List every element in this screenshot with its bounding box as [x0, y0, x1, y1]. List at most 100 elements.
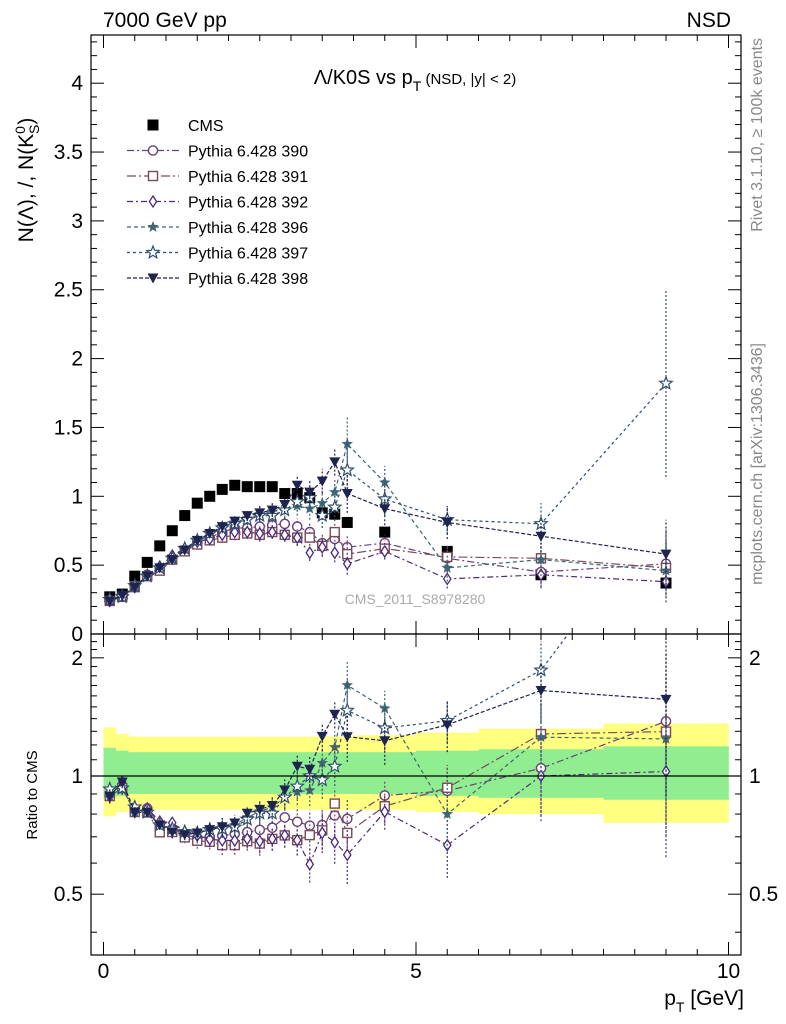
- uncertainty-band-green: [191, 752, 204, 794]
- data-point-p396: [535, 553, 547, 565]
- uncertainty-band-green: [178, 752, 192, 794]
- data-point-p398: [660, 549, 672, 560]
- main-y-tick-label: 2.5: [54, 279, 83, 302]
- data-point-p398: [141, 571, 153, 582]
- data-point-p398: [316, 476, 328, 487]
- uncertainty-band-green: [203, 752, 217, 794]
- data-point-p398: [166, 555, 178, 566]
- data-point-p398: [379, 504, 391, 515]
- data-point-cms: [341, 516, 353, 528]
- data-point-p392: [380, 544, 390, 559]
- main-y-tick-label: 0.5: [54, 554, 83, 577]
- ratio-point-p397: [660, 498, 672, 510]
- ratio-point-p398: [241, 808, 253, 819]
- ratio-point-p398: [204, 825, 216, 836]
- data-point-p398: [291, 480, 303, 491]
- legend-marker-p396: [147, 221, 159, 232]
- data-point-p398: [129, 582, 141, 593]
- ratio-point-p398: [304, 764, 316, 775]
- data-point-cms: [129, 570, 141, 582]
- legend-label-p397: Pythia 6.428 397: [188, 246, 308, 263]
- data-point-cms: [329, 508, 341, 520]
- ratio-line-p397: [109, 634, 570, 834]
- main-y-tick-label: 1: [71, 485, 83, 508]
- data-point-p398: [179, 545, 191, 556]
- data-point-p397: [658, 375, 674, 390]
- data-point-cms: [266, 481, 278, 493]
- data-point-p392: [330, 546, 340, 560]
- data-point-cms: [379, 526, 391, 538]
- ratio-point-p398: [154, 820, 166, 831]
- ratio-point-p397: [314, 771, 330, 787]
- uncertainty-band-green: [341, 752, 354, 794]
- ratio-point-p391: [342, 827, 353, 839]
- ratio-y-tick-label-right: 2: [749, 647, 761, 670]
- uncertainty-band-green: [128, 752, 142, 794]
- data-point-cms: [204, 490, 216, 502]
- ratio-point-p398: [266, 801, 278, 812]
- data-point-p391: [329, 526, 340, 538]
- legend-label-p390: Pythia 6.428 390: [188, 144, 308, 161]
- data-point-p398: [204, 528, 216, 539]
- ratio-point-p398: [441, 720, 453, 731]
- ratio-point-p390: [291, 816, 303, 828]
- data-point-p396: [291, 499, 303, 511]
- legend-label-p396: Pythia 6.428 396: [188, 220, 308, 237]
- main-plot-panel: 0 0.5 1 1.5 2 2.5 3 3.5 4 CMS_2011_S8978280 Λ/K0…: [12, 34, 742, 646]
- ratio-point-p396: [379, 702, 391, 714]
- ratio-point-p397: [339, 702, 355, 718]
- data-point-p392: [305, 546, 315, 560]
- data-point-cms: [154, 540, 166, 552]
- main-y-tick-label: 3.5: [54, 141, 83, 164]
- ratio-point-p392: [267, 832, 277, 846]
- main-y-axis-label: N(Λ), /, N(K0S): [12, 118, 42, 243]
- data-point-p398: [535, 531, 547, 542]
- ratio-series-p398: [104, 638, 672, 841]
- data-point-p398: [241, 511, 253, 522]
- ratio-y-tick-label: 2: [71, 647, 83, 670]
- legend-label-p398: Pythia 6.428 398: [188, 271, 308, 288]
- ratio-y-tick-label-right: 1: [749, 765, 761, 788]
- x-tick-label: 5: [410, 960, 422, 983]
- ratio-point-p392: [280, 828, 290, 843]
- ratio-point-p391: [304, 829, 315, 841]
- data-point-p391: [304, 532, 315, 543]
- ratio-plot-panel: 0.5 0.51 12 20 5 10 Ratio to CMS pT [GeV]: [24, 498, 778, 1015]
- x-axis-label-rest: [GeV]: [684, 987, 744, 1010]
- ratio-point-p398: [179, 830, 191, 841]
- data-point-p396: [660, 564, 672, 576]
- x-tick-label: 10: [717, 960, 740, 983]
- data-point-p392: [442, 572, 452, 586]
- ratio-point-p398: [141, 807, 153, 818]
- ratio-point-p396: [329, 741, 341, 753]
- data-point-p398: [329, 457, 341, 468]
- data-point-p392: [267, 525, 277, 539]
- legend-marker-p397: [145, 244, 161, 260]
- ratio-point-p392: [317, 826, 327, 840]
- ratio-point-p392: [242, 832, 252, 846]
- ratio-point-p396: [316, 757, 328, 768]
- ratio-point-p398: [191, 828, 203, 839]
- ratio-point-p390: [279, 812, 291, 823]
- ratio-y-tick-label: 0.5: [54, 883, 83, 906]
- data-point-p398: [254, 508, 266, 519]
- header-left: 7000 GeV pp: [103, 9, 227, 32]
- data-point-p397: [289, 493, 305, 509]
- uncertainty-band-green: [153, 752, 167, 794]
- data-point-p398: [154, 563, 166, 574]
- data-point-cms: [254, 481, 266, 493]
- ratio-point-p392: [292, 833, 302, 847]
- legend: CMS Pythia 6.428 390 Pythia 6.428 391 Pythi…: [127, 118, 308, 288]
- legend-marker-p392: [148, 194, 158, 209]
- data-point-p398: [216, 522, 228, 533]
- plot-title-sub: T: [413, 78, 422, 94]
- series-p397: [102, 289, 674, 607]
- uncertainty-band-green: [166, 752, 179, 794]
- ratio-point-p398: [129, 807, 141, 818]
- ratio-point-p398: [279, 785, 291, 796]
- data-point-p398: [229, 516, 241, 527]
- x-tick-label: 0: [98, 960, 110, 983]
- ratio-point-p397: [327, 758, 343, 774]
- ratio-point-p398: [341, 732, 353, 743]
